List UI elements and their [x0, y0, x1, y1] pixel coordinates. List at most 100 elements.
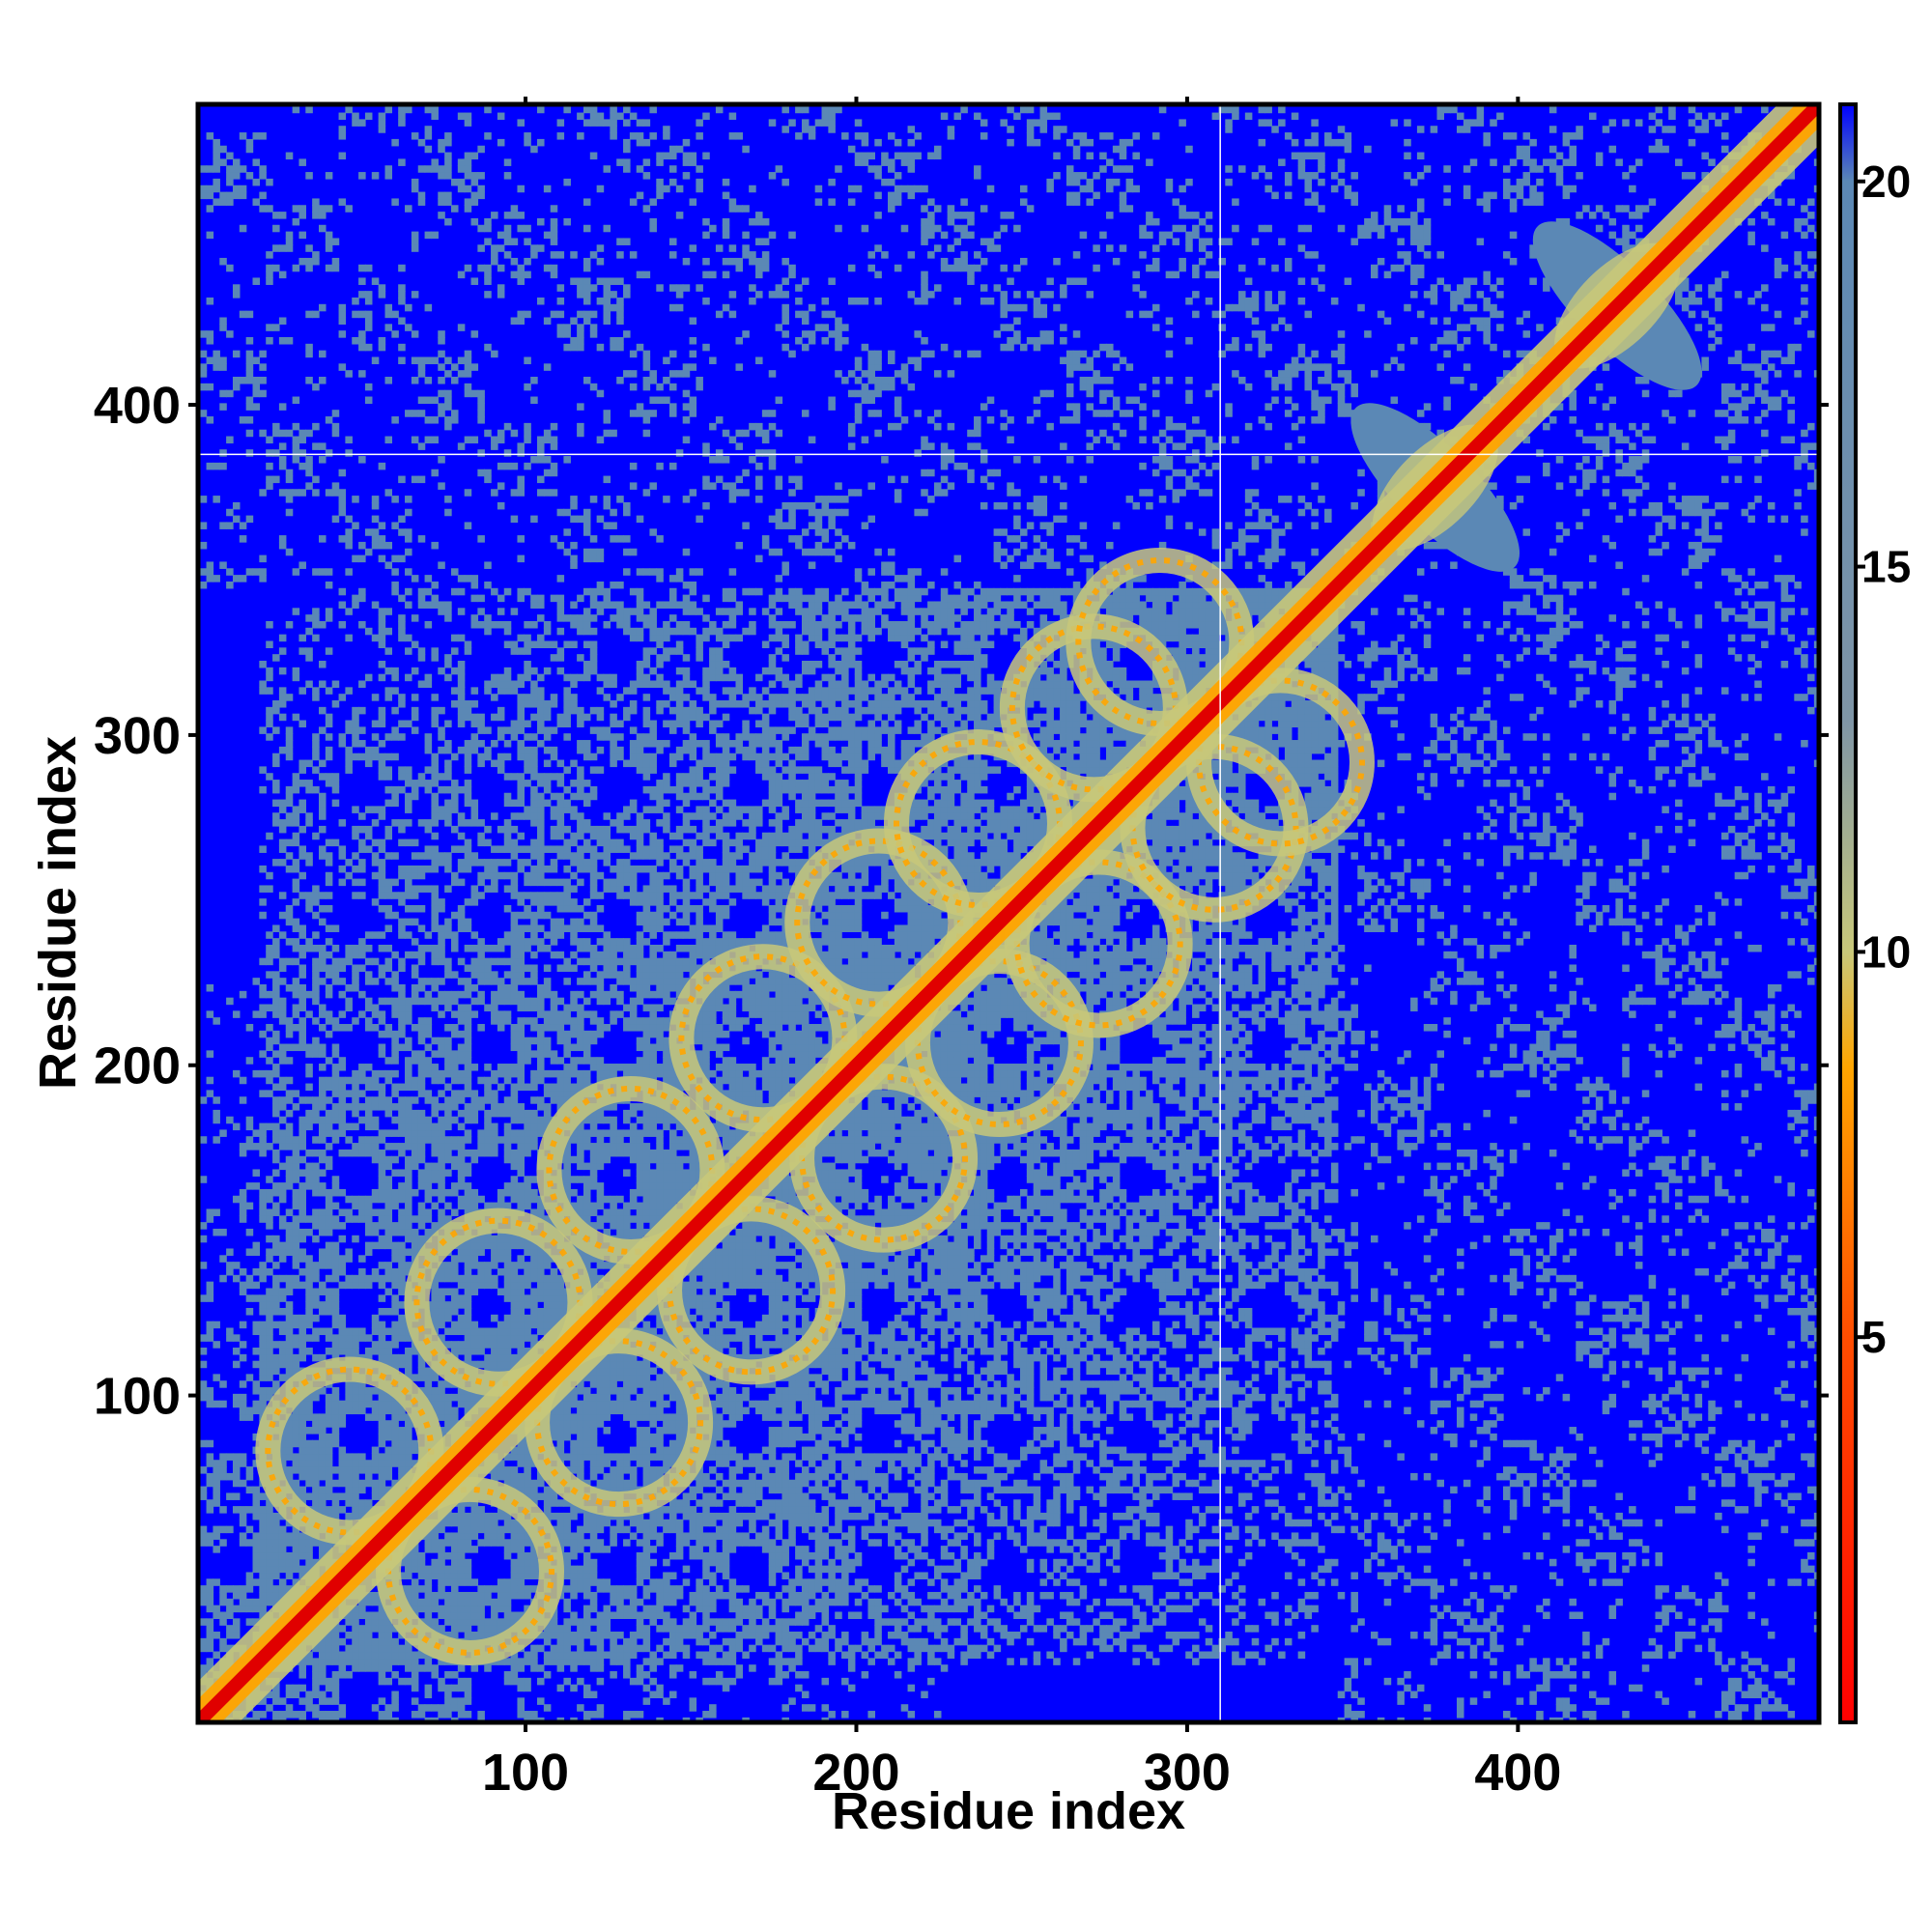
- heatmap-cell: [769, 1453, 777, 1461]
- heatmap-cell: [272, 1294, 280, 1302]
- heatmap-cell: [776, 1487, 783, 1494]
- heatmap-cell: [735, 1262, 743, 1269]
- heatmap-cell: [663, 1169, 670, 1177]
- heatmap-cell: [669, 1513, 677, 1520]
- heatmap-cell: [769, 1499, 777, 1507]
- heatmap-cell: [623, 1368, 631, 1376]
- heatmap-cell: [716, 1420, 724, 1428]
- heatmap-cell: [637, 1215, 644, 1223]
- heatmap-cell: [200, 1236, 208, 1243]
- heatmap-cell: [563, 1645, 571, 1653]
- heatmap-cell: [497, 1605, 505, 1613]
- heatmap-cell: [431, 1150, 439, 1157]
- heatmap-cell: [207, 1294, 214, 1302]
- heatmap-cell: [716, 1268, 724, 1276]
- heatmap-cell: [524, 1572, 531, 1579]
- heatmap-cell: [610, 1671, 617, 1679]
- heatmap-cell: [240, 1215, 247, 1223]
- heatmap-cell: [702, 1678, 710, 1686]
- heatmap-cell: [709, 1447, 717, 1455]
- heatmap-cell: [213, 1487, 220, 1494]
- heatmap-cell: [709, 1546, 717, 1553]
- heatmap-cell: [298, 1321, 306, 1329]
- heatmap-cell: [259, 1321, 267, 1329]
- heatmap-cell: [781, 1704, 789, 1712]
- heatmap-cell: [246, 1229, 254, 1236]
- heatmap-cell: [240, 1506, 247, 1514]
- heatmap-cell: [663, 1196, 670, 1204]
- heatmap-cell: [332, 1506, 340, 1514]
- heatmap-cell: [749, 1222, 756, 1230]
- heatmap-cell: [577, 1401, 584, 1408]
- heatmap-cell: [716, 1473, 724, 1481]
- heatmap-cell: [253, 1248, 261, 1256]
- heatmap-cell: [438, 1685, 445, 1692]
- heatmap-cell: [444, 1150, 452, 1157]
- heatmap-cell: [259, 1196, 267, 1204]
- heatmap-cell: [551, 1618, 558, 1626]
- heatmap-cell: [676, 1546, 684, 1553]
- heatmap-cell: [729, 1578, 737, 1586]
- heatmap-cell: [326, 1301, 333, 1309]
- heatmap-cell: [298, 1196, 306, 1204]
- heatmap-cell: [279, 1248, 287, 1256]
- heatmap-cell: [537, 1294, 545, 1302]
- heatmap-cell: [597, 1203, 605, 1210]
- heatmap-cell: [649, 1578, 657, 1586]
- heatmap-cell: [240, 1539, 247, 1547]
- heatmap-cell: [637, 1664, 644, 1672]
- heatmap-cell: [590, 1632, 598, 1639]
- heatmap-cell: [537, 1697, 545, 1705]
- heatmap-cell: [379, 1413, 386, 1421]
- heatmap-cell: [240, 1189, 247, 1197]
- heatmap-cell: [669, 1585, 677, 1593]
- heatmap-cell: [690, 1546, 697, 1553]
- heatmap-cell: [590, 1652, 598, 1660]
- heatmap-cell: [293, 1262, 300, 1269]
- heatmap-cell: [484, 1203, 492, 1210]
- heatmap-cell: [504, 1255, 512, 1263]
- heatmap-cell: [398, 1222, 406, 1230]
- heatmap-cell: [226, 1248, 234, 1256]
- heatmap-cell: [504, 1334, 512, 1342]
- heatmap-cell: [332, 1658, 340, 1665]
- heatmap-cell: [742, 1348, 750, 1355]
- heatmap-cell: [451, 1407, 459, 1415]
- heatmap-cell: [259, 1208, 267, 1216]
- heatmap-cell: [530, 1301, 538, 1309]
- heatmap-cell: [246, 1143, 254, 1151]
- heatmap-cell: [200, 1294, 208, 1302]
- heatmap-cell: [729, 1532, 737, 1540]
- heatmap-cell: [240, 1532, 247, 1540]
- heatmap-cell: [669, 1182, 677, 1190]
- heatmap-cell: [776, 1248, 783, 1256]
- heatmap-cell: [286, 1685, 294, 1692]
- heatmap-cell: [384, 1427, 392, 1435]
- heatmap-cell: [484, 1618, 492, 1626]
- heatmap-cell: [391, 1434, 399, 1441]
- heatmap-cell: [312, 1315, 320, 1322]
- heatmap-cell: [583, 1182, 591, 1190]
- heatmap-cell: [762, 1480, 770, 1488]
- heatmap-cell: [637, 1526, 644, 1534]
- heatmap-cell: [398, 1182, 406, 1190]
- heatmap-cell: [451, 1578, 459, 1586]
- heatmap-cell: [438, 1605, 445, 1613]
- heatmap-cell: [491, 1513, 498, 1520]
- heatmap-cell: [272, 1711, 280, 1719]
- heatmap-cell: [630, 1453, 638, 1461]
- heatmap-cell: [272, 1552, 280, 1560]
- heatmap-cell: [616, 1354, 624, 1362]
- heatmap-cell: [729, 1242, 737, 1250]
- heatmap-cell: [259, 1559, 267, 1567]
- heatmap-cell: [379, 1169, 386, 1177]
- heatmap-cell: [716, 1308, 724, 1316]
- heatmap-cell: [477, 1361, 485, 1369]
- heatmap-cell: [319, 1440, 327, 1448]
- heatmap-cell: [398, 1440, 406, 1448]
- heatmap-cell: [465, 1513, 472, 1520]
- heatmap-cell: [669, 1156, 677, 1164]
- heatmap-cell: [305, 1473, 313, 1481]
- heatmap-cell: [749, 1242, 756, 1250]
- heatmap-cell: [643, 1585, 651, 1593]
